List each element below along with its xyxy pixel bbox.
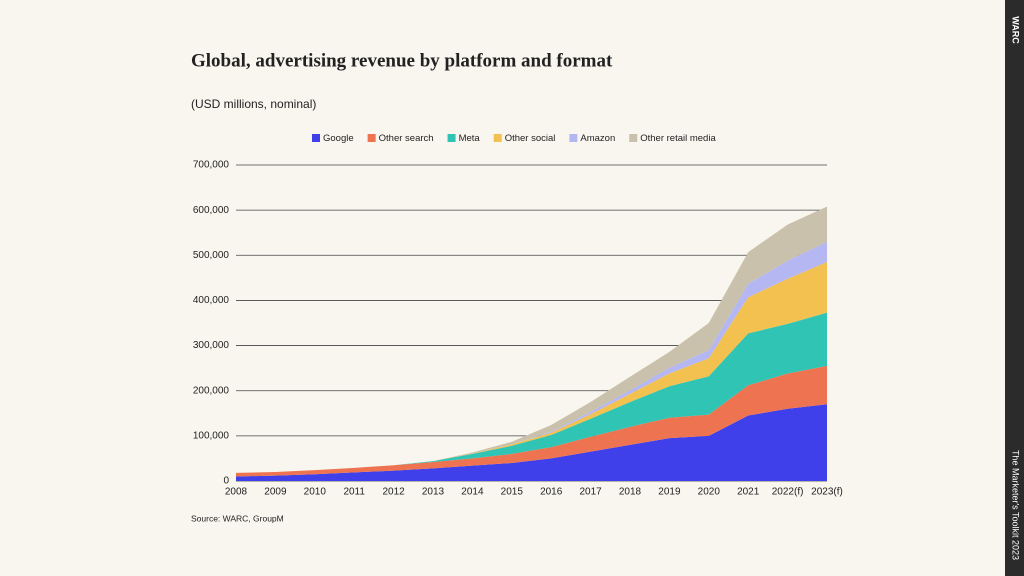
x-tick-label: 2014 <box>461 487 484 498</box>
area <box>236 365 827 477</box>
y-tick-label: 100,000 <box>193 430 230 441</box>
legend-swatch <box>629 134 638 142</box>
x-tick-label: 2020 <box>698 487 721 498</box>
subtitle: (USD millions, nominal) <box>191 97 316 111</box>
legend-swatch <box>447 134 456 142</box>
y-tick-label: 700,000 <box>193 160 230 171</box>
x-tick-label: 2018 <box>619 487 642 498</box>
legend-label: Other retail media <box>640 133 716 144</box>
y-tick-label: 200,000 <box>193 385 230 396</box>
source: Source: WARC, GroupM <box>191 513 284 523</box>
area <box>236 241 827 473</box>
area <box>236 206 827 473</box>
area <box>236 262 827 473</box>
area <box>236 312 827 473</box>
x-tick-label: 2016 <box>540 487 563 498</box>
legend-label: Amazon <box>580 133 615 144</box>
legend-label: Other search <box>379 133 434 144</box>
legend-label: Google <box>323 133 354 144</box>
x-tick-label: 2012 <box>382 487 405 498</box>
legend-label: Meta <box>459 133 481 144</box>
brand: WARC <box>1011 16 1021 44</box>
legend-swatch <box>493 134 502 142</box>
x-tick-label: 2011 <box>343 487 365 498</box>
x-tick-label: 2008 <box>225 487 248 498</box>
legend-label: Other social <box>505 133 556 144</box>
x-tick-label: 2021 <box>737 487 760 498</box>
x-tick-label: 2009 <box>264 487 287 498</box>
y-tick-label: 0 <box>223 476 229 487</box>
legend-swatch <box>312 134 320 142</box>
x-tick-label: 2010 <box>304 487 327 498</box>
area <box>236 404 827 481</box>
x-tick-label: 2022(f) <box>772 487 804 498</box>
side-bar <box>1005 0 1024 576</box>
legend-swatch <box>569 134 578 142</box>
x-tick-label: 2023(f) <box>811 487 843 498</box>
y-tick-label: 600,000 <box>193 205 230 216</box>
y-tick-label: 300,000 <box>193 340 230 351</box>
chart-title: Global, advertising revenue by platform … <box>191 50 613 71</box>
y-tick-label: 400,000 <box>193 295 230 306</box>
x-tick-label: 2019 <box>658 487 681 498</box>
footer: The Marketer's Toolkit 2023 <box>1011 450 1021 560</box>
x-tick-label: 2015 <box>501 487 524 498</box>
x-tick-label: 2013 <box>422 487 445 498</box>
x-tick-label: 2017 <box>579 487 602 498</box>
legend-swatch <box>367 134 376 142</box>
y-tick-label: 500,000 <box>193 250 230 261</box>
